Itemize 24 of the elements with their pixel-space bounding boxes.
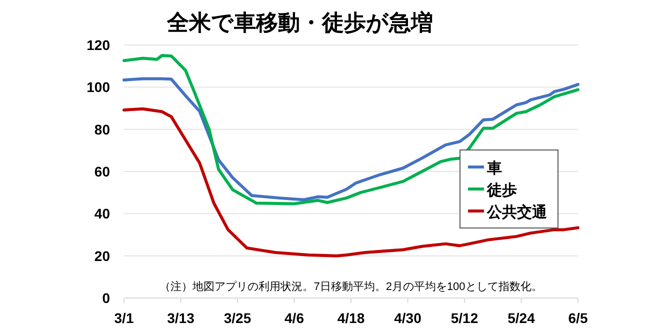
x-tick-label: 4/18: [337, 310, 365, 326]
annotation: （注）地図アプリの利用状況。7日移動平均。2月の平均を100として指数化。: [160, 280, 542, 293]
y-tick-label: 100: [86, 79, 110, 96]
line-series: [122, 54, 580, 206]
x-tick-label: 5/12: [450, 310, 478, 326]
line-series: [122, 77, 580, 202]
x-tick-label: 3/25: [224, 310, 252, 326]
line-series: [122, 107, 580, 258]
x-tick-label: 3/13: [167, 310, 195, 326]
chart-title: 全米で車移動・徒歩が急増: [166, 10, 433, 35]
y-tick-label: 80: [94, 121, 110, 138]
y-tick-label: 0: [102, 290, 110, 306]
x-tick-label: 6/5: [568, 310, 588, 326]
x-tick-label: 4/6: [284, 310, 304, 326]
y-tick-label: 120: [86, 37, 110, 53]
x-tick-label: 4/30: [394, 310, 422, 326]
legend-label: 公共交通: [486, 203, 548, 221]
x-tick-label: 5/24: [508, 310, 536, 326]
x-tick-label: 3/1: [114, 310, 134, 326]
y-tick-label: 40: [94, 206, 110, 222]
y-tick-label: 20: [94, 248, 110, 264]
legend-label: 徒歩: [486, 182, 517, 199]
legend-label: 車: [486, 160, 502, 177]
y-tick-label: 60: [94, 164, 110, 180]
